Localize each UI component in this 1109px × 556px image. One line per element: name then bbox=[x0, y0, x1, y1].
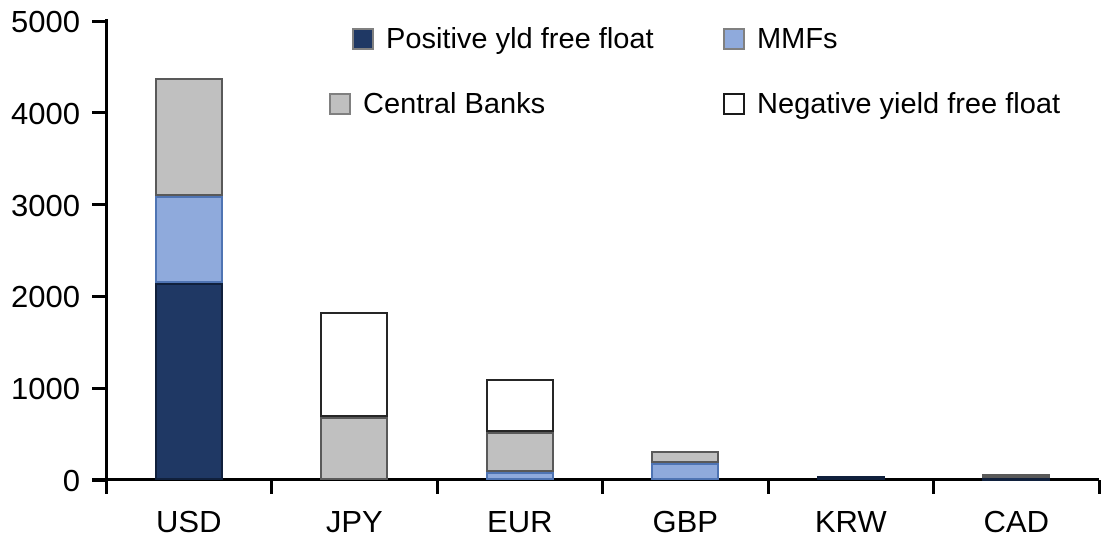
y-tick-label: 4000 bbox=[11, 95, 80, 131]
x-category-label-krw: KRW bbox=[814, 504, 887, 539]
legend-item-negative: Negative yield free float bbox=[723, 87, 1060, 121]
x-category-label-cad: CAD bbox=[983, 504, 1049, 539]
x-category-label-gbp: GBP bbox=[652, 504, 718, 539]
x-axis-line bbox=[92, 478, 1099, 481]
y-tick-mark bbox=[92, 19, 107, 23]
bar-eur-segment-central bbox=[485, 432, 554, 472]
x-category-label-usd: USD bbox=[156, 504, 222, 539]
bar-usd-segment-positive bbox=[154, 282, 223, 480]
x-tick-mark bbox=[601, 480, 604, 494]
y-axis-line bbox=[105, 19, 108, 483]
legend-item-mmfs: MMFs bbox=[723, 22, 838, 56]
legend-label-central: Central Banks bbox=[363, 88, 546, 120]
y-tick-label: 3000 bbox=[11, 187, 80, 223]
y-tick-mark bbox=[92, 294, 107, 298]
y-tick-label: 1000 bbox=[11, 371, 80, 407]
y-tick-mark bbox=[92, 203, 107, 207]
legend-label-mmfs: MMFs bbox=[757, 23, 838, 55]
legend-swatch-mmfs-icon bbox=[723, 28, 745, 50]
legend-label-negative: Negative yield free float bbox=[757, 88, 1061, 120]
bar-jpy-segment-central bbox=[320, 416, 389, 480]
legend-swatch-positive-icon bbox=[352, 28, 374, 50]
x-category-label-jpy: JPY bbox=[325, 504, 383, 539]
legend-label-positive: Positive yld free float bbox=[386, 23, 654, 55]
y-tick-label: 0 bbox=[62, 463, 80, 498]
bar-gbp-segment-central bbox=[651, 450, 720, 463]
x-tick-mark bbox=[1097, 480, 1101, 494]
bar-krw-segment-positive bbox=[816, 476, 885, 481]
y-tick-mark bbox=[92, 111, 107, 115]
legend-swatch-negative-icon bbox=[723, 93, 745, 115]
y-tick-mark bbox=[92, 386, 107, 390]
bar-eur-segment-mmfs bbox=[485, 471, 554, 480]
bar-jpy-segment-negative bbox=[320, 312, 389, 417]
bar-eur-segment-negative bbox=[485, 379, 554, 433]
legend-swatch-central-icon bbox=[329, 93, 351, 115]
legend-item-positive: Positive yld free float bbox=[352, 22, 654, 56]
x-category-label-eur: EUR bbox=[487, 504, 553, 539]
x-tick-mark bbox=[104, 480, 108, 494]
x-tick-mark bbox=[270, 480, 273, 494]
legend-item-central: Central Banks bbox=[329, 87, 545, 121]
bar-gbp-segment-mmfs bbox=[651, 462, 720, 480]
x-tick-mark bbox=[932, 480, 935, 494]
y-tick-label: 2000 bbox=[11, 279, 80, 315]
bar-cad-segment-central bbox=[982, 474, 1051, 479]
y-tick-mark bbox=[92, 478, 107, 482]
y-tick-label: 5000 bbox=[11, 4, 80, 39]
x-tick-mark bbox=[435, 480, 439, 494]
bar-usd-segment-central bbox=[154, 77, 223, 197]
x-tick-mark bbox=[766, 480, 770, 494]
bar-usd-segment-mmfs bbox=[154, 196, 223, 283]
